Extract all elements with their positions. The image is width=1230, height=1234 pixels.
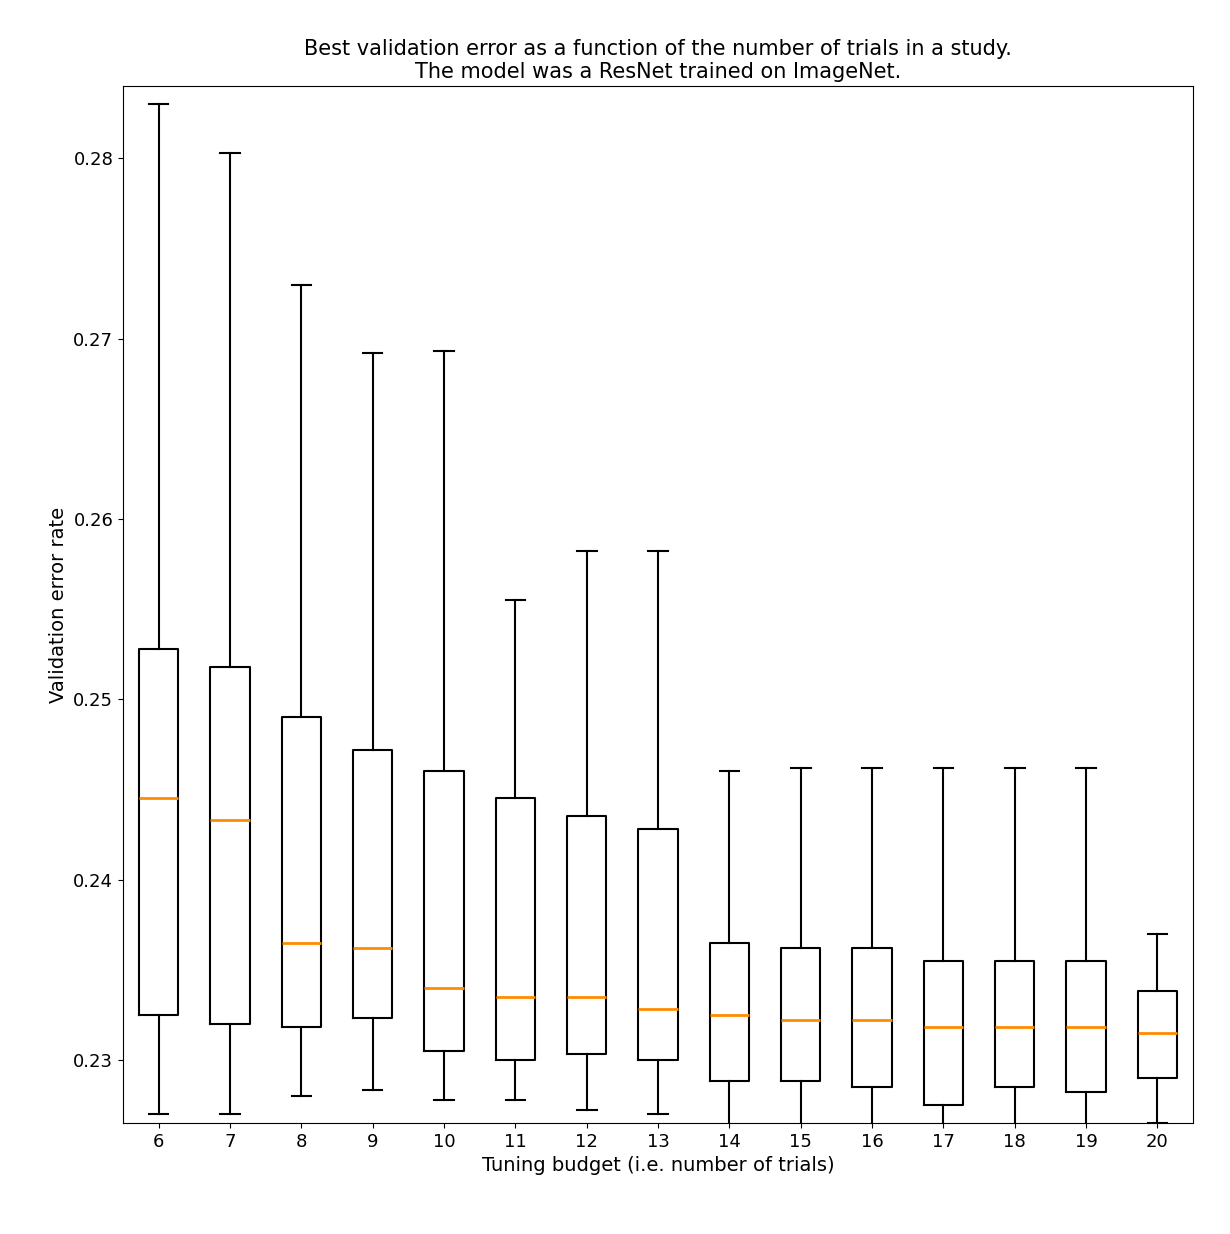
Y-axis label: Validation error rate: Validation error rate (49, 507, 68, 702)
Title: Best validation error as a function of the number of trials in a study.
The mode: Best validation error as a function of t… (304, 38, 1012, 81)
X-axis label: Tuning budget (i.e. number of trials): Tuning budget (i.e. number of trials) (482, 1156, 834, 1175)
